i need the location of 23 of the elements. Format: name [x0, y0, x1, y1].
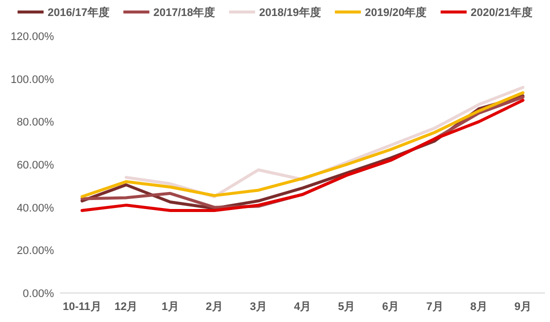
- x-tick-label: 9月: [514, 301, 532, 313]
- y-tick-label: 40.00%: [16, 202, 54, 214]
- x-tick-label: 12月: [114, 301, 138, 313]
- x-tick-label: 2月: [206, 301, 223, 313]
- legend-label: 2020/21年度: [470, 6, 532, 19]
- legend-label: 2019/20年度: [364, 6, 427, 19]
- x-tick-label: 10-11月: [62, 301, 102, 313]
- legend-label: 2018/19年度: [259, 6, 321, 19]
- y-tick-label: 120.00%: [10, 31, 54, 43]
- x-tick-label: 7月: [426, 301, 444, 313]
- y-tick-label: 100.00%: [10, 74, 54, 86]
- y-tick-label: 60.00%: [16, 160, 54, 172]
- legend-label: 2016/17年度: [48, 6, 110, 19]
- x-tick-label: 6月: [382, 301, 400, 313]
- x-tick-label: 8月: [470, 301, 488, 313]
- y-tick-label: 20.00%: [16, 245, 54, 258]
- x-tick-label: 5月: [338, 301, 356, 313]
- legend-label: 2017/18年度: [153, 6, 216, 19]
- x-tick-label: 3月: [250, 301, 267, 313]
- x-tick-label: 1月: [162, 301, 179, 313]
- y-tick-label: 80.00%: [16, 116, 54, 129]
- y-tick-label: 0.00%: [22, 288, 54, 300]
- x-tick-label: 4月: [294, 301, 312, 313]
